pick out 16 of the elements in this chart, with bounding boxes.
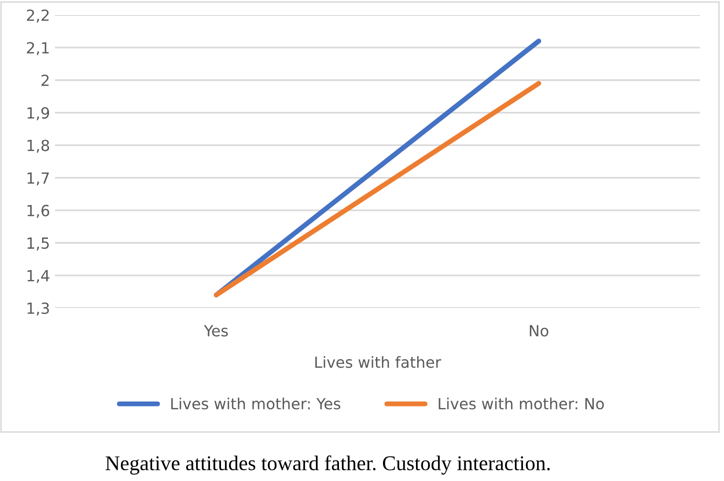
x-tick-label: No	[530, 325, 548, 336]
legend-label: Lives with mother: Yes	[171, 398, 340, 410]
y-tick-label: 2,2	[26, 9, 49, 23]
x-axis-title: Lives with father	[315, 356, 442, 368]
y-tick-label: 2,1	[26, 42, 49, 56]
y-tick-label: 1,3	[28, 302, 49, 316]
legend-label: Lives with mother: No	[438, 398, 604, 410]
y-tick-label: 2	[42, 74, 49, 86]
y-tick-label: 1,5	[28, 238, 49, 250]
text: Negative attitudes toward father. Custody interaction.	[106, 455, 550, 475]
y-tick-label: 1,6	[28, 204, 50, 218]
y-tick-label: 1,9	[28, 107, 50, 120]
y-tick-label: 1,7	[28, 172, 49, 186]
y-tick-label: 1,4	[28, 270, 50, 284]
x-tick-label: Yes	[204, 325, 228, 336]
y-tick-label: 1,8	[28, 140, 50, 153]
